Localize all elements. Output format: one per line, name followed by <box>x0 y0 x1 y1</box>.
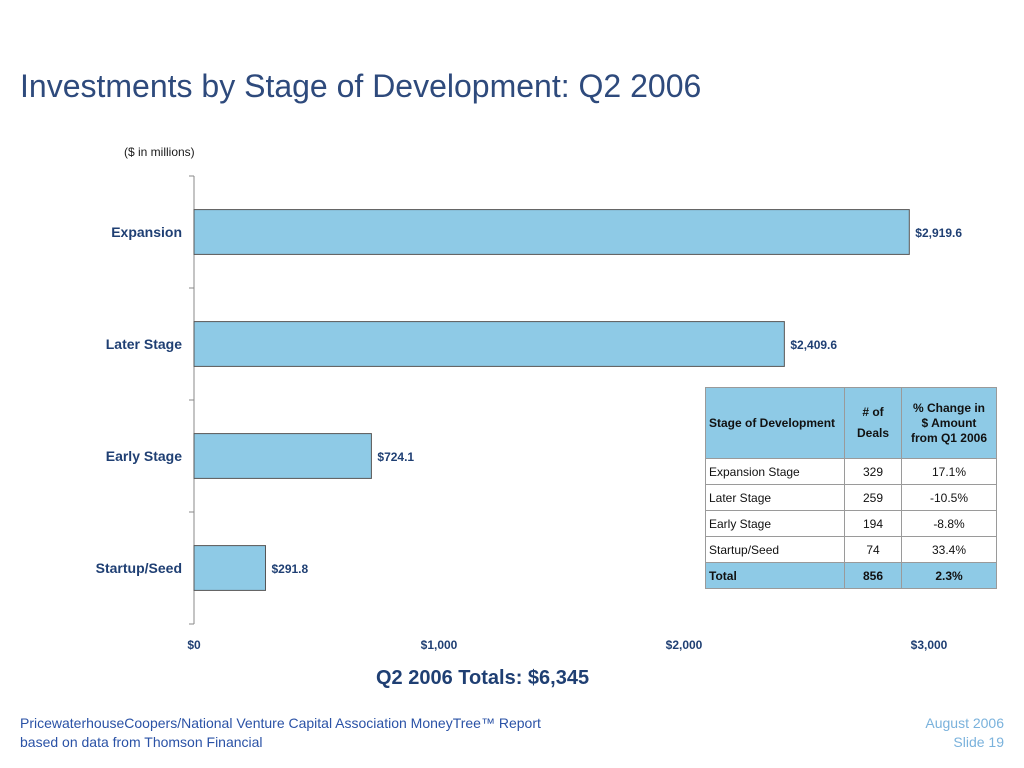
table-row: Early Stage 194 -8.8% <box>705 510 997 537</box>
units-note: ($ in millions) <box>124 145 195 159</box>
header-deals-line2: Deals <box>856 426 890 440</box>
cell-stage: Startup/Seed <box>705 536 845 563</box>
header-change-line2: $ Amount <box>921 415 977 430</box>
footer-meta: August 2006 Slide 19 <box>925 714 1004 752</box>
x-tick-label: $0 <box>187 638 201 652</box>
x-tick-label: $3,000 <box>911 638 948 652</box>
header-change: % Change in $ Amount from Q1 2006 <box>901 387 997 459</box>
totals-label: Q2 2006 Totals: $6,345 <box>376 667 590 689</box>
category-label: Later Stage <box>106 336 182 352</box>
cell-deals: 194 <box>844 510 902 537</box>
bar <box>193 545 266 591</box>
footer-source-line1: PricewaterhouseCoopers/National Venture … <box>20 715 541 731</box>
footer-source: PricewaterhouseCoopers/National Venture … <box>20 714 541 752</box>
bar <box>193 433 372 479</box>
footer-slide-number: Slide 19 <box>953 734 1004 750</box>
cell-change: -10.5% <box>901 484 997 511</box>
x-tick-label: $1,000 <box>421 638 458 652</box>
table-row: Expansion Stage 329 17.1% <box>705 458 997 485</box>
slide-title: Investments by Stage of Development: Q2 … <box>20 68 702 104</box>
data-label: $2,919.6 <box>915 226 962 240</box>
table-row: Startup/Seed 74 33.4% <box>705 536 997 563</box>
data-label: $724.1 <box>377 450 414 464</box>
x-tick-label: $2,000 <box>666 638 703 652</box>
header-change-line3: from Q1 2006 <box>910 430 988 445</box>
stage-summary-table: Stage of Development # of Deals % Change… <box>705 387 997 589</box>
cell-stage: Later Stage <box>705 484 845 511</box>
category-label: Early Stage <box>106 448 182 464</box>
cell-stage: Early Stage <box>705 510 845 537</box>
cell-change: 17.1% <box>901 458 997 485</box>
cell-change: 33.4% <box>901 536 997 563</box>
header-deals-line1: # of <box>862 405 884 419</box>
table-header-row: Stage of Development # of Deals % Change… <box>705 387 997 459</box>
data-label: $2,409.6 <box>790 338 837 352</box>
cell-total-deals: 856 <box>844 562 902 589</box>
bar <box>193 209 910 255</box>
cell-deals: 259 <box>844 484 902 511</box>
cell-total-label: Total <box>705 562 845 589</box>
cell-total-change: 2.3% <box>901 562 997 589</box>
bar <box>193 321 785 367</box>
category-label: Expansion <box>111 224 182 240</box>
header-stage: Stage of Development <box>705 387 845 459</box>
table-total-row: Total 856 2.3% <box>705 562 997 589</box>
table-row: Later Stage 259 -10.5% <box>705 484 997 511</box>
header-change-line1: % Change in <box>912 400 985 415</box>
stage-bar-chart: Expansion $2,919.6 Later Stage $2,409.6 Earl… <box>96 175 962 652</box>
cell-deals: 329 <box>844 458 902 485</box>
cell-stage: Expansion Stage <box>705 458 845 485</box>
footer-date: August 2006 <box>925 715 1004 731</box>
category-label: Startup/Seed <box>96 560 182 576</box>
cell-change: -8.8% <box>901 510 997 537</box>
header-deals: # of Deals <box>844 387 902 459</box>
footer-source-line2: based on data from Thomson Financial <box>20 734 263 750</box>
data-label: $291.8 <box>271 562 308 576</box>
cell-deals: 74 <box>844 536 902 563</box>
